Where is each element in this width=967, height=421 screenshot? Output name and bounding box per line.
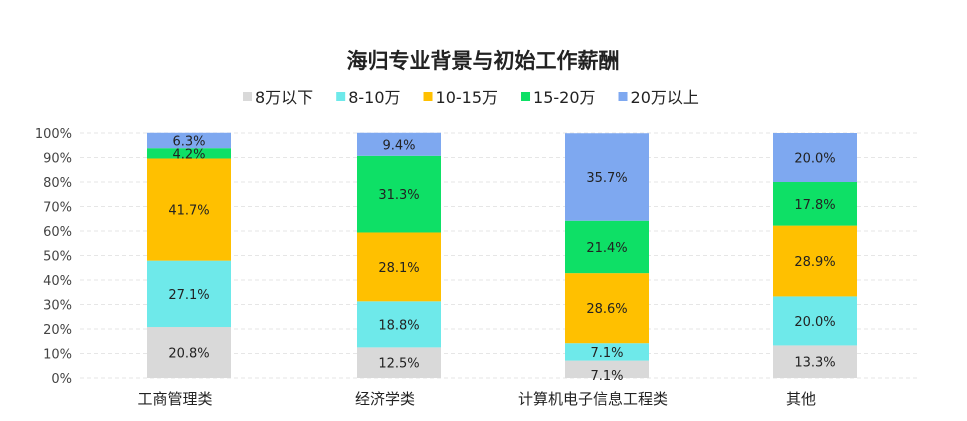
data-label: 13.3%: [794, 356, 835, 371]
data-label: 21.4%: [586, 241, 627, 256]
y-tick-label: 60%: [43, 225, 72, 240]
data-label: 20.8%: [168, 347, 209, 362]
data-label: 41.7%: [168, 204, 209, 219]
legend-swatch: [618, 92, 628, 101]
legend-label: 8-10万: [348, 88, 400, 107]
y-tick-label: 70%: [43, 201, 72, 216]
x-tick-label: 计算机电子信息工程类: [518, 390, 668, 408]
bar-segment: [147, 260, 231, 328]
data-label: 28.9%: [794, 255, 835, 270]
legend: 8万以下 8-10万 10-15万 15-20万 20万以上: [243, 88, 699, 107]
bar-segment: [357, 155, 441, 233]
data-label: 12.5%: [378, 357, 419, 372]
data-label: 7.1%: [590, 369, 623, 384]
data-label: 6.3%: [172, 134, 205, 149]
legend-label: 20万以上: [631, 88, 699, 107]
y-tick-label: 0%: [51, 372, 72, 387]
legend-swatch: [521, 92, 531, 101]
data-label: 20.0%: [794, 315, 835, 330]
y-tick-label: 50%: [43, 250, 72, 265]
x-axis: 工商管理类 经济学类 计算机电子信息工程类 其他: [137, 390, 816, 408]
bar-segment: [565, 133, 649, 221]
legend-label: 8万以下: [255, 88, 313, 107]
bar-segment: [357, 301, 441, 348]
legend-swatch: [423, 92, 433, 101]
data-label: 18.8%: [378, 318, 419, 333]
data-label: 4.2%: [172, 147, 205, 162]
bar-segment: [147, 158, 231, 261]
chart-title: 海归专业背景与初始工作薪酬: [347, 49, 620, 73]
data-label: 31.3%: [378, 188, 419, 203]
bar-segment: [147, 148, 231, 159]
bar-segment: [565, 360, 649, 378]
bar-segment: [357, 132, 441, 156]
data-label: 9.4%: [382, 138, 415, 153]
bar-segment: [357, 232, 441, 302]
bar-segment: [147, 132, 231, 149]
x-tick-label: 其他: [786, 390, 816, 408]
legend-label: 10-15万: [436, 88, 499, 107]
bar-segment: [773, 345, 857, 378]
bar-segment: [773, 225, 857, 297]
data-label: 28.1%: [378, 261, 419, 276]
bar-segment: [565, 273, 649, 344]
y-tick-label: 90%: [43, 152, 72, 167]
y-tick-label: 20%: [43, 323, 72, 338]
legend-label: 15-20万: [533, 88, 596, 107]
bar-segment: [773, 133, 857, 182]
x-tick-label: 工商管理类: [137, 390, 212, 408]
bar-segment: [773, 182, 857, 226]
legend-swatch: [243, 92, 252, 101]
bar-segment: [773, 296, 857, 346]
bar-segment: [565, 343, 649, 361]
bar-segment: [565, 220, 649, 274]
bar-segment: [357, 347, 441, 378]
y-tick-label: 30%: [43, 299, 72, 314]
y-tick-label: 80%: [43, 176, 72, 191]
bar-segment: [147, 327, 231, 378]
y-axis: 0% 10% 20% 30% 40% 50% 60% 70% 80% 90% 100%: [35, 127, 72, 387]
data-label: 7.1%: [590, 346, 623, 361]
data-label: 20.0%: [794, 152, 835, 167]
data-label: 28.6%: [586, 302, 627, 317]
data-label: 35.7%: [586, 171, 627, 186]
y-tick-label: 100%: [35, 127, 72, 142]
x-tick-label: 经济学类: [355, 390, 415, 408]
data-label: 27.1%: [168, 288, 209, 303]
legend-swatch: [336, 92, 346, 101]
y-tick-label: 10%: [43, 348, 72, 363]
y-tick-label: 40%: [43, 274, 72, 289]
bars: 20.8% 27.1% 41.7% 4.2%6.3% 12.5% 18.8% 28.1% 31…: [147, 132, 857, 384]
data-label: 17.8%: [794, 198, 835, 213]
